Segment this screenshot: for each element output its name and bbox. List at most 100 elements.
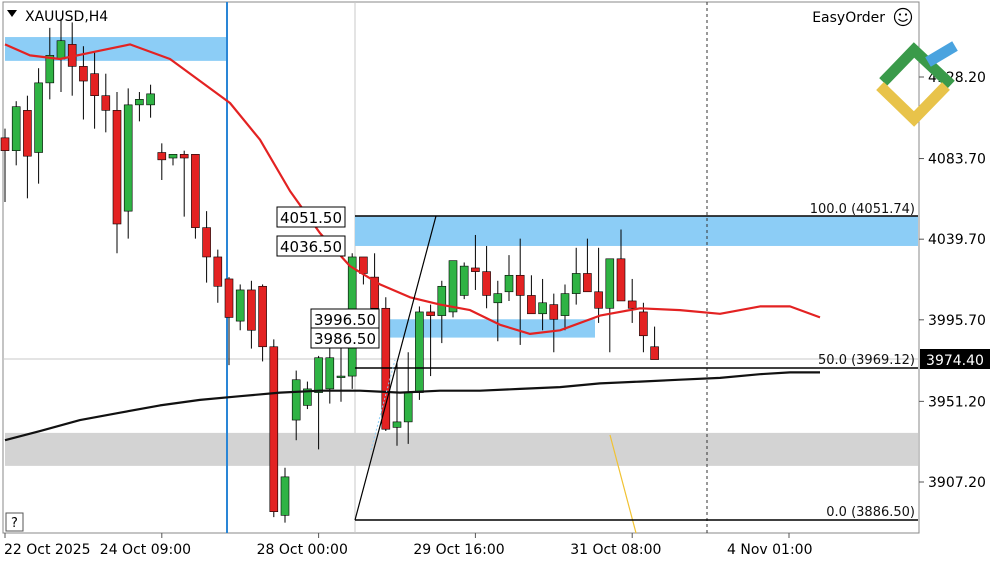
x-tick-label: 31 Oct 08:00 [570,542,661,558]
candle [415,306,424,400]
price-box-d[interactable]: 3986.50 [310,327,380,349]
price-box-c-text: 3996.50 [314,311,376,329]
y-tick-label: 3995.70 [928,313,986,329]
candle [448,260,458,318]
ema-slow-line [4,371,820,442]
candle-body [560,293,570,316]
candle [616,229,626,302]
candle [34,68,43,184]
ema-fast-line [4,43,821,335]
smiley-icon [893,7,913,27]
candle [213,249,223,303]
candle-body [112,110,122,225]
candle-body [639,311,648,337]
candle [258,284,267,362]
candle-body [101,95,111,111]
candle-body [616,258,626,302]
candle-body [79,66,88,82]
candle-body [527,295,536,315]
easyorder-button[interactable]: EasyOrder [812,7,913,27]
candle-body [123,104,133,212]
fib-trendline[interactable] [354,215,437,521]
candle [90,51,99,129]
candle-body [90,73,99,96]
price-box-b-text: 4036.50 [280,238,342,256]
candle [224,277,234,366]
candle-body [392,421,402,428]
candle-body [202,227,211,258]
ema-layer [4,43,821,442]
yellow-trendline[interactable] [609,434,637,534]
candle-body [0,137,10,151]
fib-label-100: 100.0 (4051.74) [810,202,915,217]
candle [79,46,88,120]
candle-body [627,300,637,309]
candle [291,370,301,441]
candle-body [571,273,581,294]
candle [101,73,111,133]
symbol-label: XAUUSD,H4 [25,9,108,25]
candle [639,302,648,353]
y-tick-label: 4039.70 [928,232,986,248]
candle-body [258,285,267,348]
candle [146,84,155,118]
candle [23,95,32,199]
fib-label-50: 50.0 (3969.12) [818,353,915,368]
candle-body [370,276,379,309]
x-tick-label: 24 Oct 09:00 [100,542,191,558]
symbol-header[interactable]: XAUUSD,H4 [7,9,108,25]
candle-body [650,346,659,360]
candle [459,262,469,300]
candle-body [191,154,200,228]
candle-body [471,267,480,272]
candle-body [269,346,279,512]
candle [11,101,21,166]
candle [627,278,637,323]
price-box-c[interactable]: 3996.50 [310,308,380,330]
candle [549,293,559,353]
x-axis: 22 Oct 2025 24 Oct 09:00 28 Oct 00:00 29 Oc… [4,533,812,558]
zone-resistance[interactable] [355,216,918,246]
candle [135,92,144,122]
y-tick-label: 3951.20 [928,394,986,410]
easyorder-label: EasyOrder [812,10,885,26]
candle-body [213,256,223,287]
candle-body [224,278,234,318]
candle-body [336,375,346,378]
candle-body [325,357,335,390]
candle [123,88,133,239]
candle [650,326,659,360]
candle-body [482,271,491,296]
candle [381,297,391,432]
candle-body [146,93,155,106]
candle-body [314,357,323,393]
y-tick-label: 4083.70 [928,152,986,168]
candle-body [415,311,424,393]
candle [515,238,525,345]
candle [583,238,592,293]
candle [179,150,189,217]
candle-body [459,265,469,296]
candle [493,280,503,342]
price-box-a[interactable]: 4051.50 [276,206,346,228]
candle [527,275,536,315]
price-box-b[interactable]: 4036.50 [276,235,346,257]
candle-body [23,110,32,157]
candle [0,128,10,202]
zone-support[interactable] [5,432,918,466]
candle [202,211,211,283]
x-tick-label: 28 Oct 00:00 [257,542,348,558]
candle [303,381,312,410]
candle-body [493,293,503,304]
candle-body [549,304,559,320]
candle-body [303,388,312,406]
candle [504,255,514,301]
menu-triangle-icon[interactable] [7,10,17,17]
candle [168,154,178,166]
candle [112,92,122,254]
candle [571,247,581,305]
candle-body [34,82,43,153]
help-button[interactable]: ? [5,512,24,532]
candle [157,143,167,180]
